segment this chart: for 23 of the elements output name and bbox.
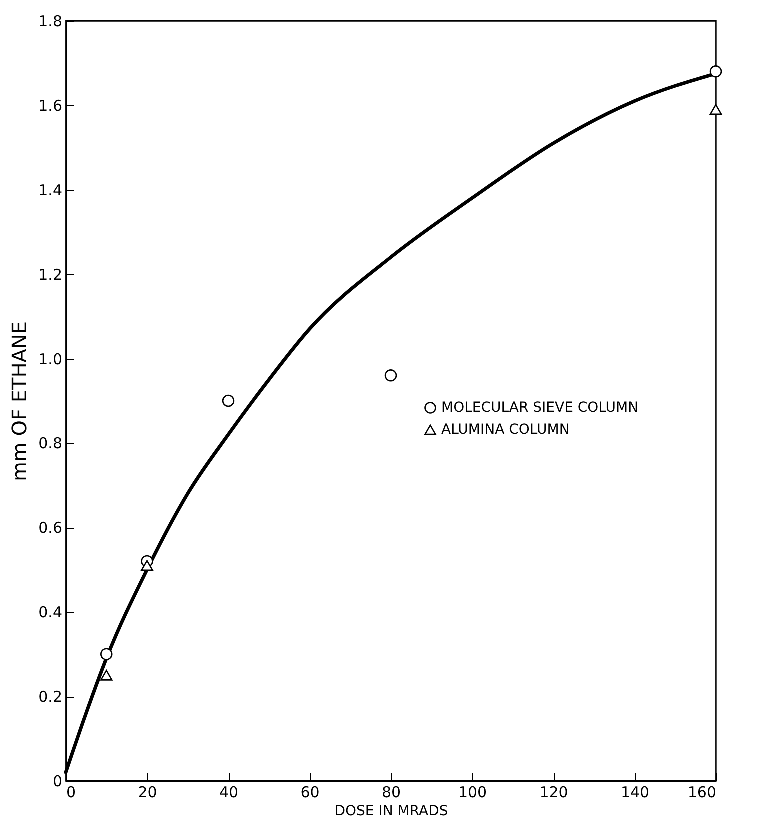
x-tick-label: 100 [458,784,488,802]
x-tick-label: 60 [300,784,320,802]
y-tick-label: 1.2 [38,266,62,284]
x-tick-label: 40 [219,784,239,802]
y-tick-label: 0.4 [38,604,62,622]
x-axis-title: DOSE IN MRADS [334,804,448,820]
x-tick-label: 120 [540,784,568,802]
y-tick-label: 0.8 [38,434,62,453]
y-tick-label: 1.6 [38,96,62,115]
x-tick-label: 80 [382,784,402,802]
y-tick-label: 1.4 [38,181,62,200]
y-tick-label: 1.8 [38,12,62,30]
legend-label: ALUMINA COLUMN [442,422,570,438]
y-tick-label: 1.0 [38,350,62,368]
x-tick-label: 20 [138,784,158,802]
x-tick-label: 140 [620,784,650,802]
y-tick-label: 0.2 [38,688,62,706]
y-tick-label: 0 [52,772,62,790]
y-axis-title: mm OF ETHANE [8,321,32,482]
x-tick-label: 160 [688,784,716,802]
x-tick-label: 0 [66,784,76,802]
y-tick-label: 0.6 [38,519,62,538]
legend-label: MOLECULAR SIEVE COLUMN [442,400,639,416]
